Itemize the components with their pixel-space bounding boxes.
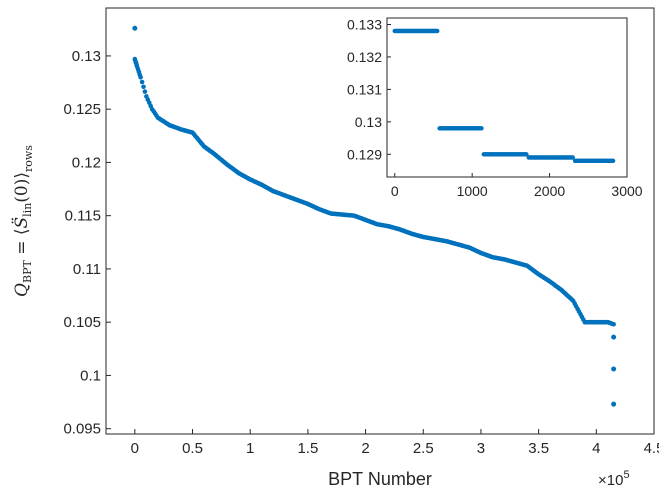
inset-x-tick-label: 1000	[457, 183, 488, 199]
x-tick-label: 1	[246, 440, 254, 457]
data-point	[141, 84, 146, 90]
inset-series	[392, 28, 616, 163]
x-tick-label: 4	[592, 440, 600, 457]
y-tick-label: 0.12	[72, 154, 101, 171]
y-tick-label: 0.105	[63, 314, 101, 331]
x-tick-label: 3	[477, 440, 485, 457]
inset-x-tick-label: 2000	[534, 183, 565, 199]
data-point	[611, 334, 617, 340]
inset-data-point	[524, 152, 529, 157]
data-point	[142, 89, 148, 94]
inset-data-point	[435, 28, 440, 34]
inset-y-tick-label: 0.13	[355, 114, 382, 130]
inset-x-ticks: 0 1000 2000 3000	[391, 173, 643, 199]
inset-y-tick-label: 0.131	[347, 81, 382, 97]
x-axis-label: BPT Number	[328, 469, 432, 489]
inset-data-point	[570, 155, 575, 160]
x-multiplier: ×105	[598, 469, 630, 489]
inset-x-tick-label: 0	[391, 183, 399, 199]
inset-x-tick-label: 3000	[611, 183, 642, 199]
data-point	[611, 322, 616, 327]
inset-y-tick-label: 0.132	[347, 49, 382, 65]
y-tick-label: 0.125	[63, 101, 101, 118]
inset-plot: 0 1000 2000 3000 0.129 0.13 0.131 0.132 0.133	[347, 16, 643, 199]
x-tick-label: 2	[361, 440, 369, 457]
y-tick-label: 0.095	[63, 421, 101, 438]
main-series	[132, 25, 617, 407]
data-point	[138, 74, 143, 80]
y-tick-label: 0.13	[72, 48, 101, 65]
inset-data-point	[610, 158, 616, 163]
x-tick-label: 0.5	[182, 440, 203, 457]
x-tick-label: 3.5	[528, 440, 549, 457]
y-tick-label: 0.115	[65, 208, 101, 225]
y-tick-label: 0.11	[73, 261, 101, 278]
data-point	[139, 79, 145, 85]
inset-y-tick-label: 0.133	[347, 16, 382, 32]
data-point	[132, 25, 138, 31]
y-tick-label: 0.1	[80, 367, 101, 384]
inset-data-point	[479, 126, 484, 131]
data-point	[611, 366, 617, 372]
data-point	[611, 401, 617, 407]
x-tick-label: 4.5	[644, 440, 659, 457]
x-tick-label: 1.5	[297, 440, 318, 457]
x-tick-label: 2.5	[413, 440, 434, 457]
main-y-ticks: 0.095 0.1 0.105 0.11 0.115 0.12 0.125 0.13	[63, 48, 111, 438]
inset-y-tick-label: 0.129	[347, 146, 382, 162]
y-axis-label: QBPT = ⟨S̈lin(0)⟩rows	[12, 145, 35, 297]
x-tick-label: 0	[131, 440, 139, 457]
inset-axes-frame	[386, 17, 628, 178]
inset-y-ticks: 0.129 0.13 0.131 0.132 0.133	[347, 16, 391, 162]
main-x-ticks: 0 0.5 1 1.5 2 2.5 3 3.5 4 4.5	[131, 429, 659, 457]
